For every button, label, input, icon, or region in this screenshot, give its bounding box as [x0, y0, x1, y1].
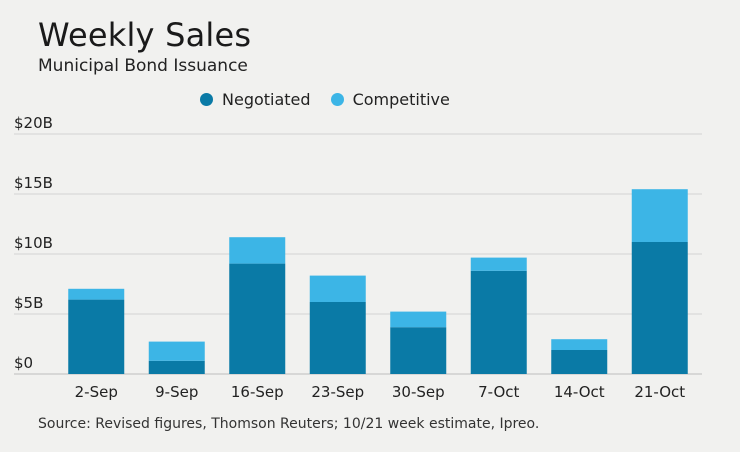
legend-swatch-negotiated [200, 93, 213, 106]
bar-competitive [631, 189, 688, 242]
y-tick-label: $10B [14, 234, 53, 252]
source-note: Source: Revised figures, Thomson Reuters… [38, 416, 540, 432]
bar-negotiated [631, 242, 688, 374]
x-tick-label: 7-Oct [478, 383, 519, 401]
legend-label-negotiated: Negotiated [222, 90, 311, 109]
chart-subtitle: Municipal Bond Issuance [38, 56, 248, 76]
x-tick-label: 16-Sep [231, 383, 284, 401]
legend-item-competitive: Competitive [330, 90, 450, 109]
legend-label-competitive: Competitive [352, 90, 450, 109]
bar-competitive [551, 339, 608, 350]
chart-legend: Negotiated Competitive [200, 90, 470, 109]
bar-competitive [148, 341, 205, 361]
bar-negotiated [470, 270, 527, 374]
legend-item-negotiated: Negotiated [200, 90, 311, 109]
bar-negotiated [390, 327, 447, 374]
chart-title: Weekly Sales [38, 16, 252, 54]
y-tick-label: $5B [14, 294, 43, 312]
bar-competitive [390, 311, 447, 328]
x-tick-label: 9-Sep [155, 383, 198, 401]
bar-negotiated [229, 263, 286, 374]
y-tick-label: $0 [14, 354, 33, 372]
x-tick-label: 30-Sep [392, 383, 445, 401]
bar-negotiated [551, 350, 608, 374]
bar-competitive [68, 288, 125, 300]
bar-negotiated [68, 299, 125, 374]
bar-competitive [229, 237, 286, 264]
x-tick-label: 21-Oct [634, 383, 685, 401]
bar-negotiated [309, 302, 366, 374]
bar-competitive [470, 257, 527, 271]
legend-swatch-competitive [330, 93, 344, 106]
x-tick-label: 2-Sep [75, 383, 118, 401]
x-tick-label: 14-Oct [554, 383, 605, 401]
bar-competitive [309, 275, 366, 302]
y-tick-label: $15B [14, 174, 53, 192]
x-tick-label: 23-Sep [311, 383, 364, 401]
y-tick-label: $20B [14, 114, 53, 132]
bar-negotiated [148, 360, 205, 374]
